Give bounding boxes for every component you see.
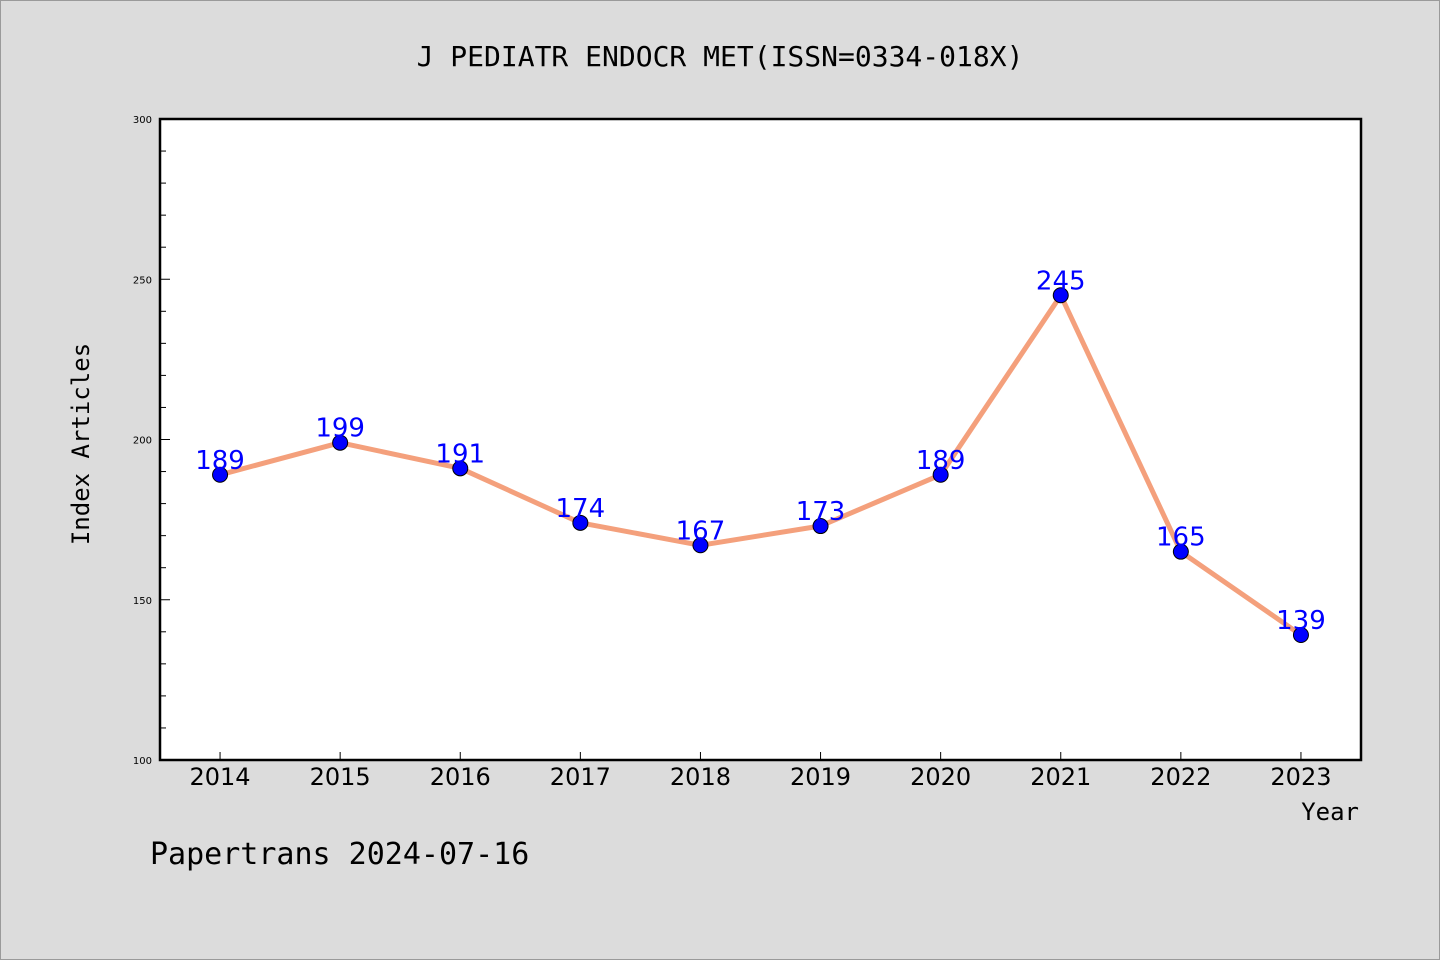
data-point-2016	[452, 460, 469, 477]
data-label-2017: 174	[556, 494, 606, 524]
y-tick-label: 200	[133, 436, 152, 447]
data-label-2014: 189	[195, 446, 245, 476]
y-tick-label: 150	[133, 596, 152, 607]
x-tick-label: 2021	[1030, 763, 1091, 791]
data-point-2023	[1292, 627, 1309, 644]
data-label-2023: 139	[1276, 606, 1326, 636]
y-tick-label: 100	[133, 756, 152, 767]
x-tick-label: 2020	[910, 763, 971, 791]
data-label-2020: 189	[916, 446, 966, 476]
x-tick-label: 2018	[670, 763, 731, 791]
y-axis-label: Index Articles	[67, 343, 95, 545]
data-label-2018: 167	[676, 516, 726, 546]
data-point-2019	[812, 518, 829, 535]
data-label-2016: 191	[435, 439, 485, 469]
data-point-2020	[932, 466, 949, 483]
data-labels: 189 199 191 174 167 173 189 245 165 139	[195, 266, 1326, 636]
data-markers	[212, 287, 1309, 644]
x-tick-label: 2023	[1270, 763, 1331, 791]
chart-title: J PEDIATR ENDOCR MET(ISSN=0334-018X)	[417, 40, 1024, 73]
x-tick-label: 2016	[430, 763, 491, 791]
x-tick-label: 2017	[550, 763, 611, 791]
x-tick-label: 2019	[790, 763, 851, 791]
data-label-2015: 199	[315, 414, 365, 444]
y-axis: 100 150 200 250 300	[133, 115, 170, 767]
data-point-2015	[332, 434, 349, 451]
data-point-2018	[692, 537, 709, 554]
data-label-2022: 165	[1156, 523, 1206, 553]
data-label-2019: 173	[796, 497, 846, 527]
footer-credit: Papertrans 2024-07-16	[150, 837, 529, 872]
data-point-2022	[1172, 543, 1189, 560]
series-line	[217, 292, 1304, 638]
y-tick-label: 250	[133, 275, 152, 286]
data-point-2017	[572, 514, 589, 531]
plot-area	[158, 117, 1363, 762]
x-tick-label: 2015	[310, 763, 371, 791]
data-label-2021: 245	[1036, 266, 1086, 296]
x-axis-label: Year	[1301, 798, 1359, 826]
data-point-2021	[1052, 287, 1069, 304]
y-tick-label: 300	[133, 115, 152, 126]
x-axis: 2014 2015 2016 2017 2018 2019 2020 2021 2022 2023	[190, 752, 1331, 791]
data-point-2014	[212, 466, 229, 483]
x-tick-label: 2022	[1150, 763, 1211, 791]
x-tick-label: 2014	[190, 763, 251, 791]
